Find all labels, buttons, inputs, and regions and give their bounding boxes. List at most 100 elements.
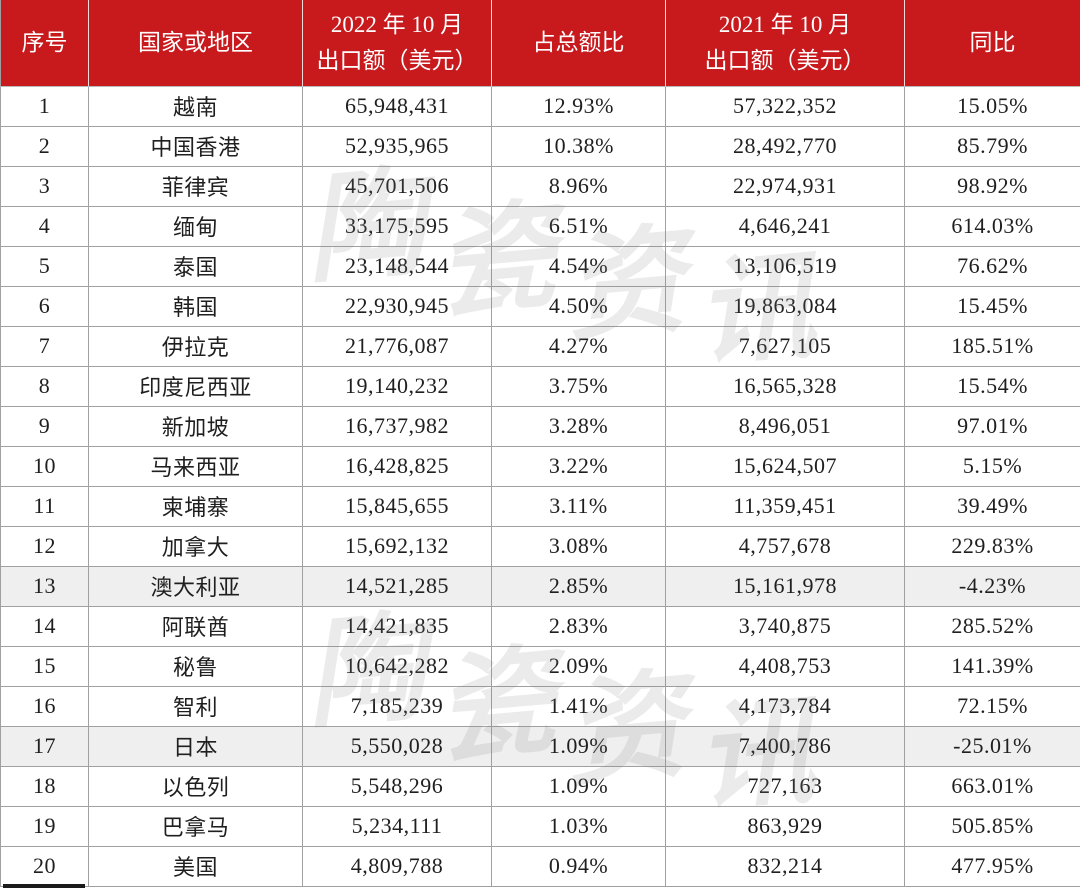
cell-share-of-total: 3.75% xyxy=(491,365,666,407)
cell-export-2022: 45,701,506 xyxy=(302,165,492,207)
table-row: 2 中国香港 52,935,965 10.38% 28,492,770 85.79% xyxy=(0,125,1080,167)
table-row: 11 柬埔寨 15,845,655 3.11% 11,359,451 39.49% xyxy=(0,485,1080,527)
cell-yoy-change: 15.45% xyxy=(904,285,1080,327)
cell-share-of-total: 1.03% xyxy=(491,805,666,847)
cell-row-number: 8 xyxy=(0,365,89,407)
cell-export-2022: 65,948,431 xyxy=(302,85,492,127)
cell-export-2021: 863,929 xyxy=(665,805,905,847)
cell-share-of-total: 1.09% xyxy=(491,725,666,767)
cell-share-of-total: 3.08% xyxy=(491,525,666,567)
table-row: 4 缅甸 33,175,595 6.51% 4,646,241 614.03% xyxy=(0,205,1080,247)
cell-row-number: 5 xyxy=(0,245,89,287)
cell-yoy-change: 285.52% xyxy=(904,605,1080,647)
header-export-2021: 2021 年 10 月 出口额（美元） xyxy=(665,0,905,87)
cell-yoy-change: 477.95% xyxy=(904,845,1080,887)
table-row: 14 阿联酋 14,421,835 2.83% 3,740,875 285.52% xyxy=(0,605,1080,647)
table-row: 5 泰国 23,148,544 4.54% 13,106,519 76.62% xyxy=(0,245,1080,287)
cell-share-of-total: 3.22% xyxy=(491,445,666,487)
cell-country: 日本 xyxy=(88,725,303,767)
cell-yoy-change: -4.23% xyxy=(904,565,1080,607)
table-row: 6 韩国 22,930,945 4.50% 19,863,084 15.45% xyxy=(0,285,1080,327)
cell-export-2022: 22,930,945 xyxy=(302,285,492,327)
cell-row-number: 20 xyxy=(0,845,89,887)
cell-yoy-change: 72.15% xyxy=(904,685,1080,727)
table-row: 15 秘鲁 10,642,282 2.09% 4,408,753 141.39% xyxy=(0,645,1080,687)
header-row: 序号 国家或地区 2022 年 10 月 出口额（美元） 占总额比 2021 年… xyxy=(0,0,1080,87)
cell-country: 印度尼西亚 xyxy=(88,365,303,407)
cell-country: 加拿大 xyxy=(88,525,303,567)
cell-yoy-change: 97.01% xyxy=(904,405,1080,447)
bottom-edge-artifact xyxy=(3,884,85,888)
cell-export-2022: 10,642,282 xyxy=(302,645,492,687)
table-row: 10 马来西亚 16,428,825 3.22% 15,624,507 5.15% xyxy=(0,445,1080,487)
table-row: 9 新加坡 16,737,982 3.28% 8,496,051 97.01% xyxy=(0,405,1080,447)
cell-country: 以色列 xyxy=(88,765,303,807)
table-row: 18 以色列 5,548,296 1.09% 727,163 663.01% xyxy=(0,765,1080,807)
cell-share-of-total: 4.50% xyxy=(491,285,666,327)
cell-export-2022: 16,428,825 xyxy=(302,445,492,487)
cell-yoy-change: 15.05% xyxy=(904,85,1080,127)
cell-row-number: 4 xyxy=(0,205,89,247)
table-row: 3 菲律宾 45,701,506 8.96% 22,974,931 98.92% xyxy=(0,165,1080,207)
cell-country: 智利 xyxy=(88,685,303,727)
cell-country: 美国 xyxy=(88,845,303,887)
cell-row-number: 6 xyxy=(0,285,89,327)
cell-row-number: 15 xyxy=(0,645,89,687)
table-row: 17 日本 5,550,028 1.09% 7,400,786 -25.01% xyxy=(0,725,1080,767)
cell-export-2021: 8,496,051 xyxy=(665,405,905,447)
cell-yoy-change: 5.15% xyxy=(904,445,1080,487)
cell-export-2021: 22,974,931 xyxy=(665,165,905,207)
table-row: 7 伊拉克 21,776,087 4.27% 7,627,105 185.51% xyxy=(0,325,1080,367)
cell-export-2022: 4,809,788 xyxy=(302,845,492,887)
table-row: 1 越南 65,948,431 12.93% 57,322,352 15.05% xyxy=(0,85,1080,127)
cell-row-number: 3 xyxy=(0,165,89,207)
cell-row-number: 16 xyxy=(0,685,89,727)
cell-share-of-total: 1.41% xyxy=(491,685,666,727)
cell-export-2021: 13,106,519 xyxy=(665,245,905,287)
table-header: 序号 国家或地区 2022 年 10 月 出口额（美元） 占总额比 2021 年… xyxy=(0,0,1080,87)
cell-yoy-change: 229.83% xyxy=(904,525,1080,567)
cell-share-of-total: 10.38% xyxy=(491,125,666,167)
header-yoy: 同比 xyxy=(904,0,1080,87)
cell-row-number: 9 xyxy=(0,405,89,447)
cell-export-2021: 727,163 xyxy=(665,765,905,807)
cell-export-2022: 5,234,111 xyxy=(302,805,492,847)
cell-share-of-total: 4.54% xyxy=(491,245,666,287)
cell-share-of-total: 4.27% xyxy=(491,325,666,367)
cell-country: 泰国 xyxy=(88,245,303,287)
cell-row-number: 14 xyxy=(0,605,89,647)
cell-row-number: 13 xyxy=(0,565,89,607)
cell-share-of-total: 6.51% xyxy=(491,205,666,247)
table-row: 16 智利 7,185,239 1.41% 4,173,784 72.15% xyxy=(0,685,1080,727)
cell-export-2022: 5,548,296 xyxy=(302,765,492,807)
cell-country: 伊拉克 xyxy=(88,325,303,367)
cell-yoy-change: 39.49% xyxy=(904,485,1080,527)
cell-export-2021: 15,161,978 xyxy=(665,565,905,607)
cell-export-2022: 7,185,239 xyxy=(302,685,492,727)
cell-country: 秘鲁 xyxy=(88,645,303,687)
cell-share-of-total: 2.09% xyxy=(491,645,666,687)
cell-row-number: 10 xyxy=(0,445,89,487)
cell-yoy-change: 141.39% xyxy=(904,645,1080,687)
cell-export-2021: 19,863,084 xyxy=(665,285,905,327)
cell-yoy-change: 614.03% xyxy=(904,205,1080,247)
cell-row-number: 17 xyxy=(0,725,89,767)
cell-country: 中国香港 xyxy=(88,125,303,167)
cell-country: 新加坡 xyxy=(88,405,303,447)
cell-export-2021: 832,214 xyxy=(665,845,905,887)
cell-country: 澳大利亚 xyxy=(88,565,303,607)
table-row: 12 加拿大 15,692,132 3.08% 4,757,678 229.83% xyxy=(0,525,1080,567)
cell-row-number: 12 xyxy=(0,525,89,567)
cell-export-2022: 19,140,232 xyxy=(302,365,492,407)
cell-share-of-total: 12.93% xyxy=(491,85,666,127)
cell-country: 缅甸 xyxy=(88,205,303,247)
table-row: 8 印度尼西亚 19,140,232 3.75% 16,565,328 15.54% xyxy=(0,365,1080,407)
cell-row-number: 19 xyxy=(0,805,89,847)
cell-export-2021: 57,322,352 xyxy=(665,85,905,127)
cell-export-2022: 15,845,655 xyxy=(302,485,492,527)
cell-export-2022: 52,935,965 xyxy=(302,125,492,167)
cell-share-of-total: 2.85% xyxy=(491,565,666,607)
cell-export-2022: 23,148,544 xyxy=(302,245,492,287)
cell-country: 菲律宾 xyxy=(88,165,303,207)
